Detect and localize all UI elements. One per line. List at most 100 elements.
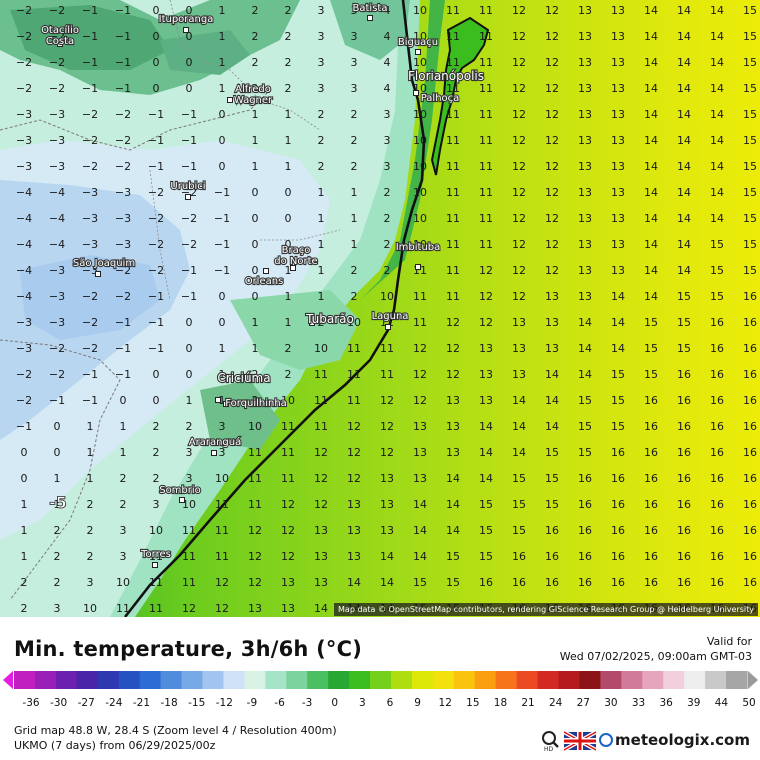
grid-value: 14 [644,134,658,147]
place-marker [421,93,427,99]
grid-value: 16 [644,394,658,407]
scale-tick-label: 36 [659,697,673,709]
scale-tick-label: 30 [604,697,618,709]
grid-value: 16 [710,498,724,511]
grid-value: 10 [83,602,97,615]
uk-flag-icon[interactable] [563,730,597,752]
grid-value: 15 [413,576,427,589]
grid-value: 16 [710,394,724,407]
grid-value: 0 [285,186,292,199]
grid-value: 14 [677,30,691,43]
grid-value: 1 [318,264,325,277]
temperature-map[interactable]: −2 −2 −1 −1 0 0 1 2 2 3 3 4 10 11 11 12 12 13 13 14 14 14 15 −2… [0,0,760,617]
grid-value: 2 [318,134,325,147]
map-attribution[interactable]: Map data © OpenStreetMap contributors, r… [334,603,758,616]
grid-value: 15 [578,394,592,407]
scale-tick-label: 18 [493,697,508,709]
grid-value: 16 [479,576,493,589]
grid-value: 13 [380,498,394,511]
grid-value: 16 [611,550,625,563]
grid-value: 12 [512,82,526,95]
scale-min-arrow [3,671,13,689]
grid-value: 3 [219,446,226,459]
grid-value: 15 [545,446,559,459]
grid-value: 12 [380,420,394,433]
map-title: Min. temperature, 3h/6h (°C) [14,637,362,661]
grid-value: 14 [644,108,658,121]
grid-value: −1 [214,212,230,225]
grid-value: 16 [710,368,724,381]
grid-value: 14 [644,30,658,43]
grid-value: −3 [82,264,98,277]
grid-value: 0 [54,446,61,459]
grid-value: 12 [512,186,526,199]
place-label-orl: Orleans [245,276,284,287]
grid-value: 14 [644,238,658,251]
scale-swatch [474,671,497,689]
grid-value: −1 [214,238,230,251]
grid-value: 11 [413,316,427,329]
grid-value: 0 [219,160,226,173]
place-label-for: Forquilhinha [225,398,287,409]
grid-value: −2 [82,134,98,147]
grid-value: −2 [49,368,65,381]
grid-value: 13 [578,56,592,69]
grid-value: 12 [215,602,229,615]
grid-value: 16 [512,550,526,563]
grid-value: 2 [87,550,94,563]
grid-value: 13 [347,498,361,511]
grid-value: 12 [413,368,427,381]
grid-value: 11 [479,56,493,69]
grid-value: 2 [351,160,358,173]
grid-value: 16 [677,498,691,511]
grid-value: 13 [578,30,592,43]
grid-value: −2 [148,238,164,251]
grid-value: −1 [181,134,197,147]
svg-text:HD: HD [544,746,554,751]
grid-value: 2 [252,4,259,17]
grid-value: 16 [743,498,757,511]
grid-value: 12 [512,4,526,17]
brand-logo[interactable]: meteologix.com [599,731,750,749]
grid-value: −3 [49,108,65,121]
grid-value: −2 [115,290,131,303]
grid-value: 13 [413,420,427,433]
grid-value: 13 [479,342,493,355]
place-label-tor: Torres [140,549,171,560]
grid-value: 13 [512,368,526,381]
grid-value: 2 [54,524,61,537]
grid-value: 13 [611,134,625,147]
grid-value: 11 [248,498,262,511]
grid-value: 11 [215,550,229,563]
grid-value: −2 [16,368,32,381]
grid-value: 0 [153,394,160,407]
grid-value: 2 [384,212,391,225]
grid-value: 0 [21,446,28,459]
grid-value: −1 [82,368,98,381]
place-label-bat: Batista [353,3,388,14]
place-marker [290,265,296,271]
grid-value: 11 [446,212,460,225]
grid-value: 15 [446,550,460,563]
scale-tick-label: 0 [331,697,339,709]
grid-value: 0 [153,82,160,95]
scale-swatch [537,671,560,689]
scale-tick-label: -9 [246,697,258,709]
grid-value: 10 [314,342,328,355]
grid-value: 16 [710,472,724,485]
grid-value: 15 [743,160,757,173]
grid-value: 13 [611,212,625,225]
grid-value: 14 [677,264,691,277]
grid-value: −2 [49,56,65,69]
grid-value: 3 [87,576,94,589]
grid-value: 14 [710,212,724,225]
grid-value: 13 [281,576,295,589]
grid-value: 2 [252,368,259,381]
scale-tick-label: 39 [687,697,701,709]
grid-value: 2 [87,524,94,537]
scale-tick-label: -36 [22,697,40,709]
grid-value: 12 [545,238,559,251]
grid-value: 13 [413,446,427,459]
place-label-sjo: São Joaquim [73,258,135,269]
hd-search-icon[interactable]: HD [542,731,559,753]
